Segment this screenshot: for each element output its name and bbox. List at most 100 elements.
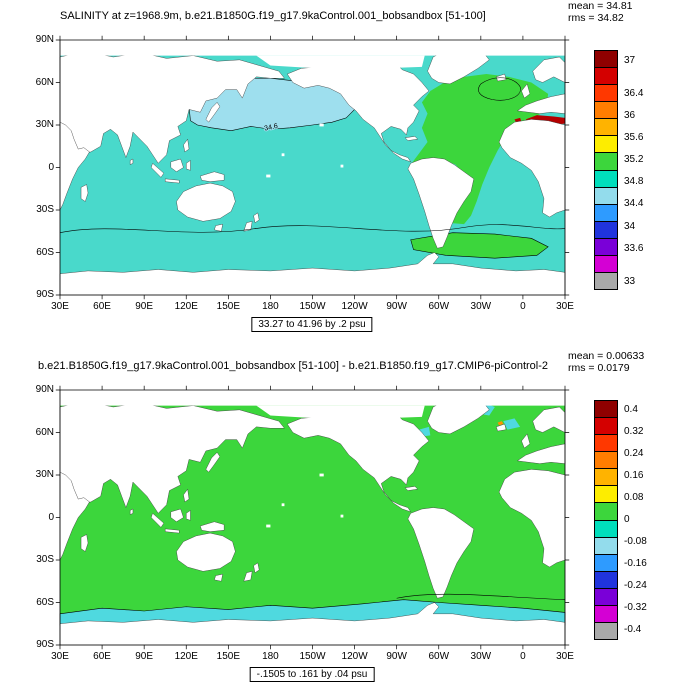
landmass — [150, 512, 165, 528]
colorbar-segment — [595, 554, 617, 572]
lat-tick-label: 60S — [36, 596, 54, 608]
axis-tick-marks — [55, 35, 570, 300]
landmass — [60, 390, 565, 406]
colorbar-segment — [595, 51, 617, 69]
colorbar-segment — [595, 571, 617, 589]
landmass — [495, 423, 507, 432]
contour-line — [478, 77, 521, 101]
mean-stat: mean = 0.00633 — [568, 350, 645, 362]
lon-tick-label: 90W — [386, 301, 407, 312]
lat-tick-label: 30N — [35, 119, 54, 130]
lon-tick-label: 30W — [470, 651, 492, 662]
contour-value-label: 34.6 — [264, 123, 279, 133]
landmass — [200, 171, 225, 182]
landmass — [253, 212, 260, 224]
landmass — [498, 119, 566, 218]
panel-title: SALINITY at z=1968.9m, b.e21.B1850G.f19_… — [60, 10, 486, 22]
landmass — [176, 182, 236, 222]
colorbar-segment — [595, 221, 617, 239]
landmass — [407, 157, 475, 249]
landmass — [205, 101, 221, 123]
landmass — [164, 528, 180, 534]
landmass — [281, 503, 285, 507]
lat-tick-label: 0 — [48, 511, 54, 523]
colorbar-segment — [595, 255, 617, 274]
landmass — [319, 123, 324, 127]
colorbar-tick-label: 36.4 — [624, 88, 644, 100]
lon-tick-label: 30W — [470, 301, 492, 312]
colorbar-tick-label: -0.16 — [624, 557, 647, 569]
colorbar-labels: 37 36.4 36 35.6 35.2 34.8 34.4 34 33.6 33 — [624, 50, 670, 290]
landmass — [150, 162, 165, 178]
lon-tick-label: 90E — [135, 651, 154, 662]
difference-world-map — [55, 385, 570, 650]
lon-tick-label: 120E — [174, 301, 198, 312]
landmass — [186, 160, 191, 171]
colorbar-segment — [595, 418, 617, 436]
colorbar-tick-label: 0.16 — [624, 470, 644, 482]
colorbar-segment — [595, 537, 617, 555]
colorbar-segment — [595, 119, 617, 137]
colorbar-segment — [595, 170, 617, 188]
landmass — [59, 51, 285, 164]
colorbar-segment — [595, 605, 617, 624]
colorbar-tick-label: 33.6 — [624, 242, 644, 254]
lon-tick-label: 150W — [299, 651, 326, 662]
colorbar-segment — [595, 85, 617, 103]
stats-block: mean = 34.81 rms = 34.82 — [568, 0, 633, 24]
landmass — [60, 40, 565, 56]
lat-tick-label: 30S — [36, 204, 54, 215]
landmass — [243, 571, 253, 582]
landmass — [281, 153, 285, 157]
lat-tick-label: 60S — [36, 246, 54, 258]
landmass — [407, 507, 475, 599]
lon-tick-label: 30E — [51, 301, 69, 312]
lon-tick-label: 30E — [556, 301, 574, 312]
colorbar-tick-label: 34 — [624, 220, 636, 232]
contour-range-label: 33.27 to 41.96 by .2 psu — [251, 317, 373, 332]
landmass — [521, 433, 531, 449]
colorbar-tick-label: 34.8 — [624, 176, 644, 188]
landmass — [340, 514, 344, 518]
landmass — [256, 55, 425, 70]
lon-tick-label: 90E — [135, 301, 154, 312]
landmass — [176, 532, 236, 572]
landmass — [186, 510, 191, 521]
lat-tick-label: 60N — [35, 426, 54, 438]
landmass — [170, 508, 184, 523]
lon-tick-label: 30E — [51, 651, 69, 662]
landmass — [80, 534, 89, 552]
colorbar-segment — [595, 623, 617, 640]
landmass — [59, 121, 90, 211]
contour-range-label: -.1505 to .161 by .04 psu — [249, 667, 375, 682]
contour-line — [396, 593, 566, 600]
panel-difference: b.e21.B1850G.f19_g17.9kaControl.001_bobs… — [0, 350, 700, 700]
landmass — [214, 573, 223, 582]
landmass — [170, 158, 184, 173]
lat-tick-label: 90N — [35, 384, 54, 395]
colorbar-tick-label: 33 — [624, 275, 636, 287]
colorbar-segment — [595, 520, 617, 538]
lon-tick-label: 120W — [341, 651, 368, 662]
lon-tick-label: 30E — [556, 651, 574, 662]
landmass — [200, 521, 225, 532]
lon-tick-label: 150E — [216, 651, 240, 662]
lat-tick-label: 0 — [48, 161, 54, 173]
colorbar-segment — [595, 503, 617, 521]
colorbar-tick-label: 0.4 — [624, 404, 638, 416]
colorbar-segment — [595, 486, 617, 504]
landmass — [59, 401, 285, 514]
colorbar-segment — [595, 435, 617, 453]
colorbar-tick-label: 35.6 — [624, 132, 644, 144]
mean-stat: mean = 34.81 — [568, 0, 633, 12]
colorbar-segment — [595, 588, 617, 606]
lon-tick-label: 60E — [93, 651, 111, 662]
colorbar-tick-label: -0.4 — [624, 623, 642, 635]
landmass — [129, 508, 134, 516]
lat-tick-label: 60N — [35, 76, 54, 88]
colorbar-segment — [595, 136, 617, 154]
colorbar-segment — [595, 153, 617, 171]
lon-tick-label: 180 — [262, 301, 279, 312]
colorbar-segment — [595, 102, 617, 120]
